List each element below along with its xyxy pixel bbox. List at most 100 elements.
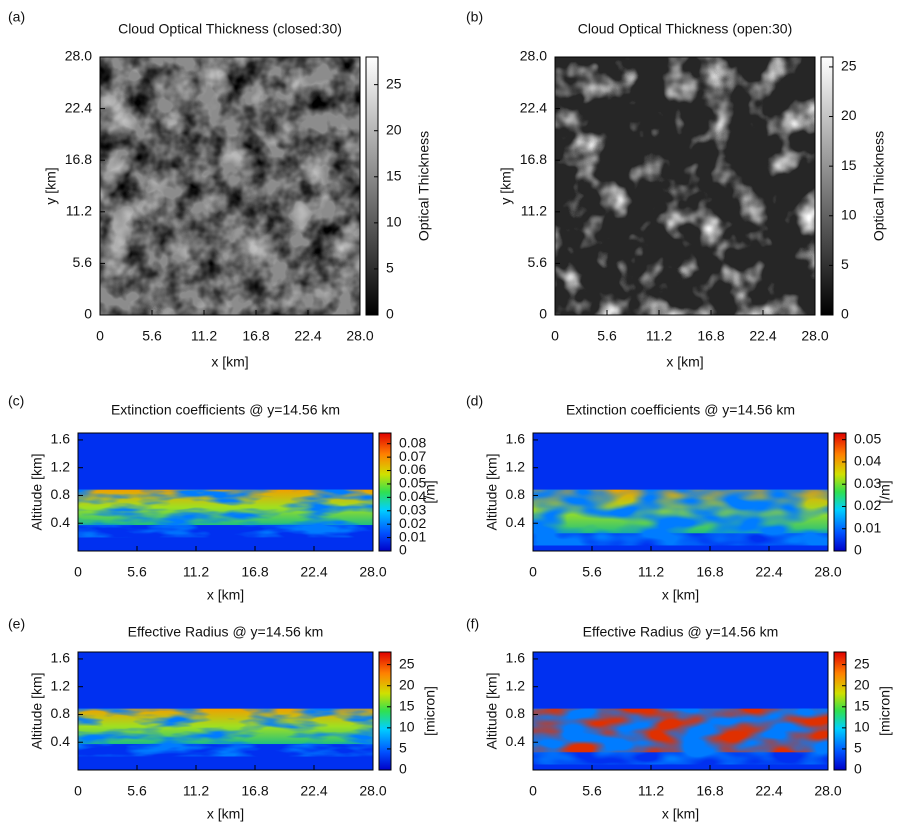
x-axis-label: x [km]: [666, 354, 703, 370]
colorbar-tick-label: 5: [854, 740, 862, 756]
x-axis-label: x [km]: [662, 587, 699, 603]
y-tick-label: 16.8: [520, 151, 547, 167]
y-tick-label: 0.4: [51, 514, 71, 530]
y-tick-label: 0: [84, 306, 92, 322]
colorbar-tick-label: 0.03: [399, 501, 426, 517]
colorbar-tick-label: 0: [854, 542, 862, 558]
colorbar-tick-label: 10: [399, 719, 415, 735]
colorbar-tick-label: 15: [854, 697, 870, 713]
colorbar-tick-label: 25: [386, 75, 402, 91]
y-axis-label: Altitude [km]: [484, 672, 500, 749]
colorbar-tick-label: 0.05: [399, 475, 426, 491]
y-axis-label: y [km]: [498, 167, 514, 204]
colorbar-tick-label: 0: [841, 306, 849, 322]
colorbar-tick-label: 0.06: [399, 461, 426, 477]
x-tick-label: 11.2: [191, 328, 217, 344]
y-tick-label: 1.2: [506, 677, 526, 693]
y-tick-label: 0.8: [51, 486, 71, 502]
panel: 0 5 10 15 20 25 0 5.6 11.2 16.8 22.4 28.0 0 5.6 11.2 16…: [8, 9, 432, 370]
x-tick-label: 16.8: [242, 328, 269, 344]
y-tick-label: 16.8: [65, 151, 92, 167]
heatmap-texture: [100, 57, 360, 315]
colorbar-tick-label: 0.02: [854, 497, 881, 513]
y-tick-label: 1.6: [506, 431, 526, 447]
colorbar-tick-label: 25: [841, 58, 857, 74]
panel-label: (f): [466, 616, 479, 632]
colorbar-tick-label: 25: [399, 655, 415, 671]
y-tick-label: 22.4: [520, 99, 547, 115]
colorbar: [378, 432, 392, 552]
y-axis-label: Altitude [km]: [484, 453, 500, 530]
chart-title: Cloud Optical Thickness (open:30): [578, 21, 793, 37]
panel-label: (b): [466, 9, 483, 25]
x-tick-label: 0: [551, 328, 559, 344]
colorbar: [365, 56, 379, 316]
chart-title: Effective Radius @ y=14.56 km: [128, 624, 324, 640]
chart-title: Extinction coefficients @ y=14.56 km: [566, 402, 795, 418]
x-tick-label: 16.8: [696, 564, 723, 580]
x-tick-label: 16.8: [241, 783, 268, 799]
y-tick-label: 11.2: [66, 203, 92, 219]
colorbar: [833, 651, 847, 771]
x-tick-label: 28.0: [814, 783, 841, 799]
x-tick-label: 22.4: [300, 783, 327, 799]
y-tick-label: 22.4: [65, 99, 92, 115]
y-tick-label: 5.6: [73, 254, 93, 270]
x-tick-label: 11.2: [183, 564, 209, 580]
colorbar-tick-label: 0.05: [854, 430, 881, 446]
cloud-gaps: [533, 708, 828, 765]
x-axis-label: x [km]: [207, 587, 244, 603]
x-tick-label: 0: [96, 328, 104, 344]
y-tick-label: 0: [539, 306, 547, 322]
y-tick-label: 1.2: [51, 677, 71, 693]
y-tick-label: 1.6: [506, 650, 526, 666]
x-tick-label: 5.6: [597, 328, 617, 344]
colorbar-tick-label: 0.04: [399, 488, 426, 504]
x-tick-label: 22.4: [300, 564, 327, 580]
colorbar-tick-label: 20: [841, 107, 857, 123]
colorbar-tick-label: 5: [386, 260, 394, 276]
y-tick-label: 1.2: [506, 458, 526, 474]
plot-frame: [532, 432, 829, 552]
colorbar-tick-label: 10: [386, 214, 402, 230]
y-tick-label: 0.4: [51, 733, 71, 749]
plot-frame: [77, 651, 374, 771]
colorbar-label: [/m]: [422, 480, 438, 503]
x-tick-label: 0: [74, 564, 82, 580]
colorbar-tick-label: 15: [399, 697, 415, 713]
y-tick-label: 28.0: [65, 48, 92, 64]
x-tick-label: 28.0: [359, 783, 386, 799]
colorbar-tick-label: 0.04: [854, 453, 881, 469]
chart-title: Effective Radius @ y=14.56 km: [583, 624, 779, 640]
y-tick-label: 11.2: [521, 203, 547, 219]
colorbar-tick-label: 10: [854, 719, 870, 735]
colorbar-tick-label: 15: [841, 157, 857, 173]
y-tick-label: 0.8: [506, 486, 526, 502]
x-tick-label: 22.4: [755, 564, 782, 580]
x-tick-label: 28.0: [801, 328, 828, 344]
x-tick-label: 11.2: [183, 783, 209, 799]
colorbar-tick-label: 15: [386, 167, 402, 183]
x-tick-label: 11.2: [638, 564, 664, 580]
colorbar-tick-label: 20: [854, 676, 870, 692]
x-tick-label: 0: [529, 564, 537, 580]
y-tick-label: 5.6: [528, 254, 548, 270]
x-tick-label: 5.6: [582, 564, 602, 580]
colorbar-tick-label: 0.03: [854, 475, 881, 491]
panel: 0 0.01 0.02 0.03 0.04 0.05 0 5.6 11.2 16.8 22.4 28.…: [466, 393, 893, 603]
panel: 0 5 10 15 20 25 0 5.6 11.2 16.8 22.4 28.0 0.4 0.8 1.2 1…: [466, 616, 893, 822]
plot-frame: [554, 56, 816, 316]
colorbar-tick-label: 20: [386, 121, 402, 137]
panel: 00.010.020.030.040.050.060.070.080 5.6 11.…: [8, 393, 438, 603]
plot-frame: [77, 432, 374, 552]
x-tick-label: 28.0: [814, 564, 841, 580]
x-tick-label: 28.0: [346, 328, 373, 344]
y-tick-label: 28.0: [520, 48, 547, 64]
x-axis-label: x [km]: [207, 806, 244, 822]
x-tick-label: 0: [529, 783, 537, 799]
y-tick-label: 0.4: [506, 514, 526, 530]
x-tick-label: 28.0: [359, 564, 386, 580]
y-tick-label: 0.8: [51, 705, 71, 721]
colorbar: [820, 56, 834, 316]
